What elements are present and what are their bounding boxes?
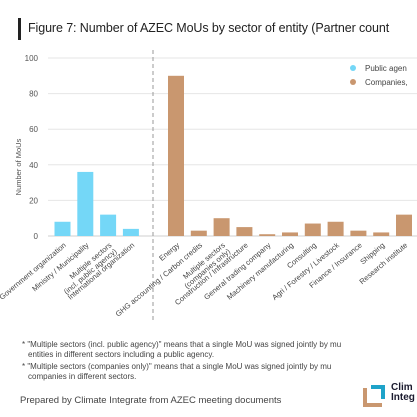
y-tick-label: 100 xyxy=(25,54,39,63)
legend-swatch xyxy=(350,65,356,71)
y-tick-label: 60 xyxy=(29,125,38,134)
source-note: Prepared by Climate Integrate from AZEC … xyxy=(20,395,282,406)
bar xyxy=(168,75,184,236)
y-tick-label: 0 xyxy=(34,232,39,241)
bar xyxy=(236,227,253,236)
bar xyxy=(54,221,71,236)
legend-swatch xyxy=(350,79,356,85)
logo-line-1: Clim xyxy=(391,382,413,393)
logo-line-2: Integ xyxy=(391,392,415,403)
footnote-2-cont: companies in different sectors. xyxy=(28,372,137,381)
bar xyxy=(282,232,298,236)
bar xyxy=(373,232,390,236)
title-accent-bar xyxy=(18,18,21,40)
bar xyxy=(327,221,344,236)
bar xyxy=(122,228,139,236)
legend-label: Public agen xyxy=(365,64,407,73)
footnote-1-cont: entities in different sectors including … xyxy=(28,350,215,359)
bar xyxy=(190,230,207,236)
bar xyxy=(213,218,230,236)
footnote-1: * "Multiple sectors (incl. public agency… xyxy=(22,340,342,349)
bar xyxy=(304,223,321,236)
legend-label: Companies, xyxy=(365,78,408,87)
footnote-2: * "Multiple sectors (companies only)" me… xyxy=(22,362,332,371)
figure-title: Figure 7: Number of AZEC MoUs by sector … xyxy=(28,21,390,35)
logo-wordmark: Clim Integ xyxy=(391,383,415,403)
bar xyxy=(350,230,367,236)
y-axis-label: Number of MoUs xyxy=(14,138,23,195)
y-tick-label: 40 xyxy=(29,161,38,170)
climate-integrate-logo-icon xyxy=(363,385,385,407)
y-tick-label: 80 xyxy=(29,90,38,99)
bar xyxy=(100,214,117,236)
bar xyxy=(396,214,412,236)
y-tick-label: 20 xyxy=(29,196,38,205)
bar xyxy=(77,171,94,236)
bar xyxy=(259,234,276,236)
